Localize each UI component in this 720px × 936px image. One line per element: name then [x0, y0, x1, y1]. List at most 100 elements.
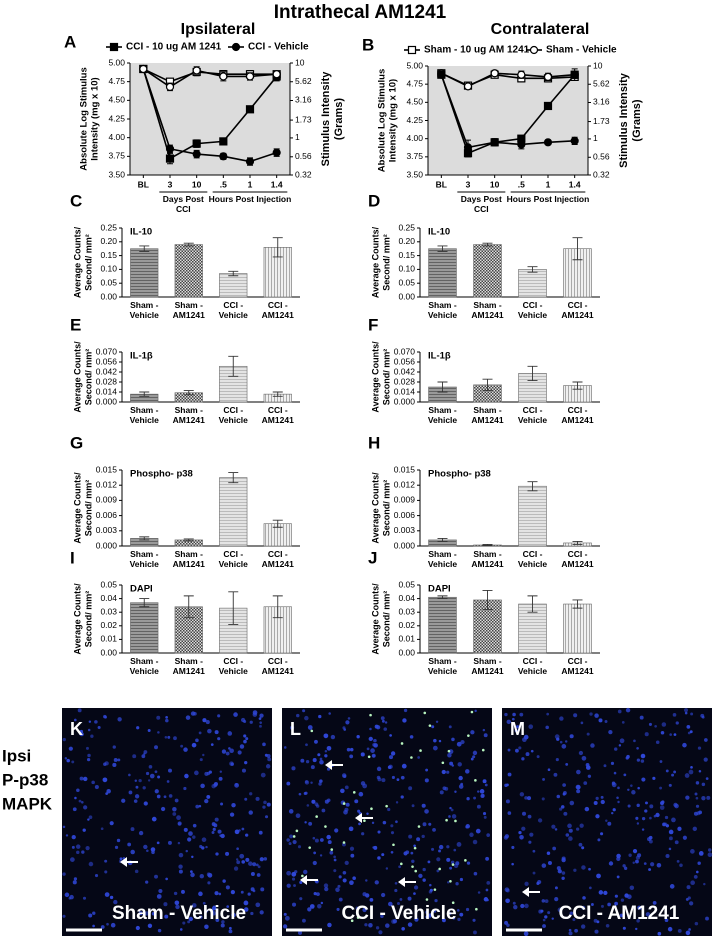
y-tick-label: 0.056: [394, 356, 416, 366]
cell-nucleus: [664, 918, 669, 923]
cell-nucleus: [151, 816, 157, 822]
cell-nucleus: [145, 880, 149, 884]
x-tick-label-box: CCI - Vehicle: [517, 656, 548, 676]
cell-nucleus: [263, 800, 267, 805]
cell-nucleus: [190, 872, 195, 878]
cell-nucleus: [708, 848, 712, 852]
cell-nucleus: [636, 758, 641, 762]
cell-nucleus: [347, 717, 351, 720]
x-tick-label-box: Sham - AM1241: [471, 656, 503, 676]
cell-nucleus: [184, 773, 189, 779]
cell-nucleus: [191, 855, 194, 859]
cell-nucleus: [436, 869, 440, 873]
y-tick-label: 0.03: [398, 606, 415, 616]
cell-nucleus: [100, 925, 105, 929]
error-bar: [437, 381, 448, 393]
x-tick-label: CCI - Vehicle: [218, 300, 248, 320]
cell-nucleus: [659, 786, 663, 790]
cell-nucleus: [207, 881, 211, 885]
micrograph: [282, 708, 492, 936]
cell-nucleus: [104, 870, 108, 874]
cell-nucleus: [319, 757, 323, 761]
cell-nucleus: [225, 851, 230, 856]
error-bar: [437, 245, 448, 252]
y-axis-label: Second/ mm²: [381, 349, 391, 406]
cell-nucleus: [547, 768, 551, 772]
cell-nucleus: [247, 892, 251, 896]
cell-nucleus: [250, 911, 254, 916]
x-tick-label-box: Sham - AM1241: [173, 300, 205, 320]
cell-nucleus: [513, 904, 518, 910]
cell-nucleus: [383, 727, 388, 731]
y-tick-label: 0.042: [394, 366, 416, 376]
marker: [165, 144, 175, 153]
cell-nucleus: [324, 887, 329, 892]
cell-nucleus: [625, 756, 629, 760]
cell-nucleus: [132, 754, 137, 759]
y-tick-label: 0.009: [96, 495, 118, 505]
error-bar: [139, 391, 150, 397]
cell-nucleus: [241, 860, 246, 864]
cell-nucleus: [701, 782, 706, 787]
panel-letter: E: [70, 315, 81, 334]
cell-nucleus: [428, 915, 432, 919]
cell-nucleus: [294, 870, 298, 874]
arrow-head: [398, 877, 405, 887]
panel-letter: C: [70, 191, 82, 210]
cell-nucleus: [148, 765, 153, 769]
cell-nucleus: [551, 917, 554, 920]
cell-nucleus: [250, 887, 255, 892]
x-tick-label: CCI - AM1241: [561, 656, 594, 676]
y-tick-label: 3.50: [406, 169, 423, 179]
cell-nucleus: [639, 715, 644, 720]
cell-nucleus: [522, 737, 527, 743]
cell-nucleus: [385, 867, 389, 870]
cell-nucleus: [313, 851, 317, 855]
cell-nucleus: [187, 920, 191, 924]
cell-nucleus: [217, 714, 221, 718]
cell-nucleus: [358, 822, 361, 826]
cell-nucleus: [398, 865, 402, 869]
error-bar: [482, 378, 493, 392]
y-tick-label: 5.00: [406, 60, 423, 70]
x-tick-label: CCI - Vehicle: [517, 656, 548, 676]
cell-nucleus: [573, 868, 577, 872]
cell-nucleus: [685, 795, 690, 800]
cell-nucleus: [291, 766, 296, 771]
cell-nucleus: [656, 862, 662, 868]
cell-nucleus: [479, 789, 485, 794]
cell-nucleus: [448, 725, 452, 729]
panel-letter: F: [368, 315, 378, 334]
cell-nucleus: [244, 797, 248, 801]
cell-nucleus: [323, 883, 329, 888]
column-header: Contralateral: [491, 21, 590, 38]
cell-nucleus: [256, 873, 261, 877]
cell-nucleus: [163, 795, 167, 799]
error-bar: [183, 242, 194, 247]
cell-nucleus: [112, 745, 116, 749]
cell-nucleus: [627, 804, 631, 808]
y-tick-label: 0.014: [394, 386, 416, 396]
cell-nucleus: [375, 725, 381, 730]
cell-nucleus: [616, 796, 619, 800]
cell-nucleus: [77, 708, 82, 713]
x-tick-label-box: CCI - AM1241: [561, 549, 593, 569]
cell-nucleus: [85, 746, 89, 750]
y-tick-label: 0.03: [100, 606, 117, 616]
y-tick-label: 4.50: [108, 95, 125, 105]
arrow-head: [522, 887, 529, 897]
stained-cell: [324, 825, 327, 828]
cell-nucleus: [472, 750, 478, 756]
x-tick-label-box: CCI - AM1241: [561, 656, 594, 676]
y-axis-label: Average Counts/: [72, 472, 82, 544]
bar: [473, 244, 502, 298]
cell-nucleus: [381, 778, 386, 783]
cell-nucleus: [312, 758, 317, 763]
x-group-label: Days Post CCI: [460, 194, 502, 214]
cell-nucleus: [370, 748, 375, 753]
cell-nucleus: [413, 844, 416, 848]
cell-nucleus: [290, 725, 295, 730]
cell-nucleus: [173, 891, 178, 896]
y-tick-label: 0.009: [394, 495, 416, 505]
cell-nucleus: [472, 918, 476, 922]
